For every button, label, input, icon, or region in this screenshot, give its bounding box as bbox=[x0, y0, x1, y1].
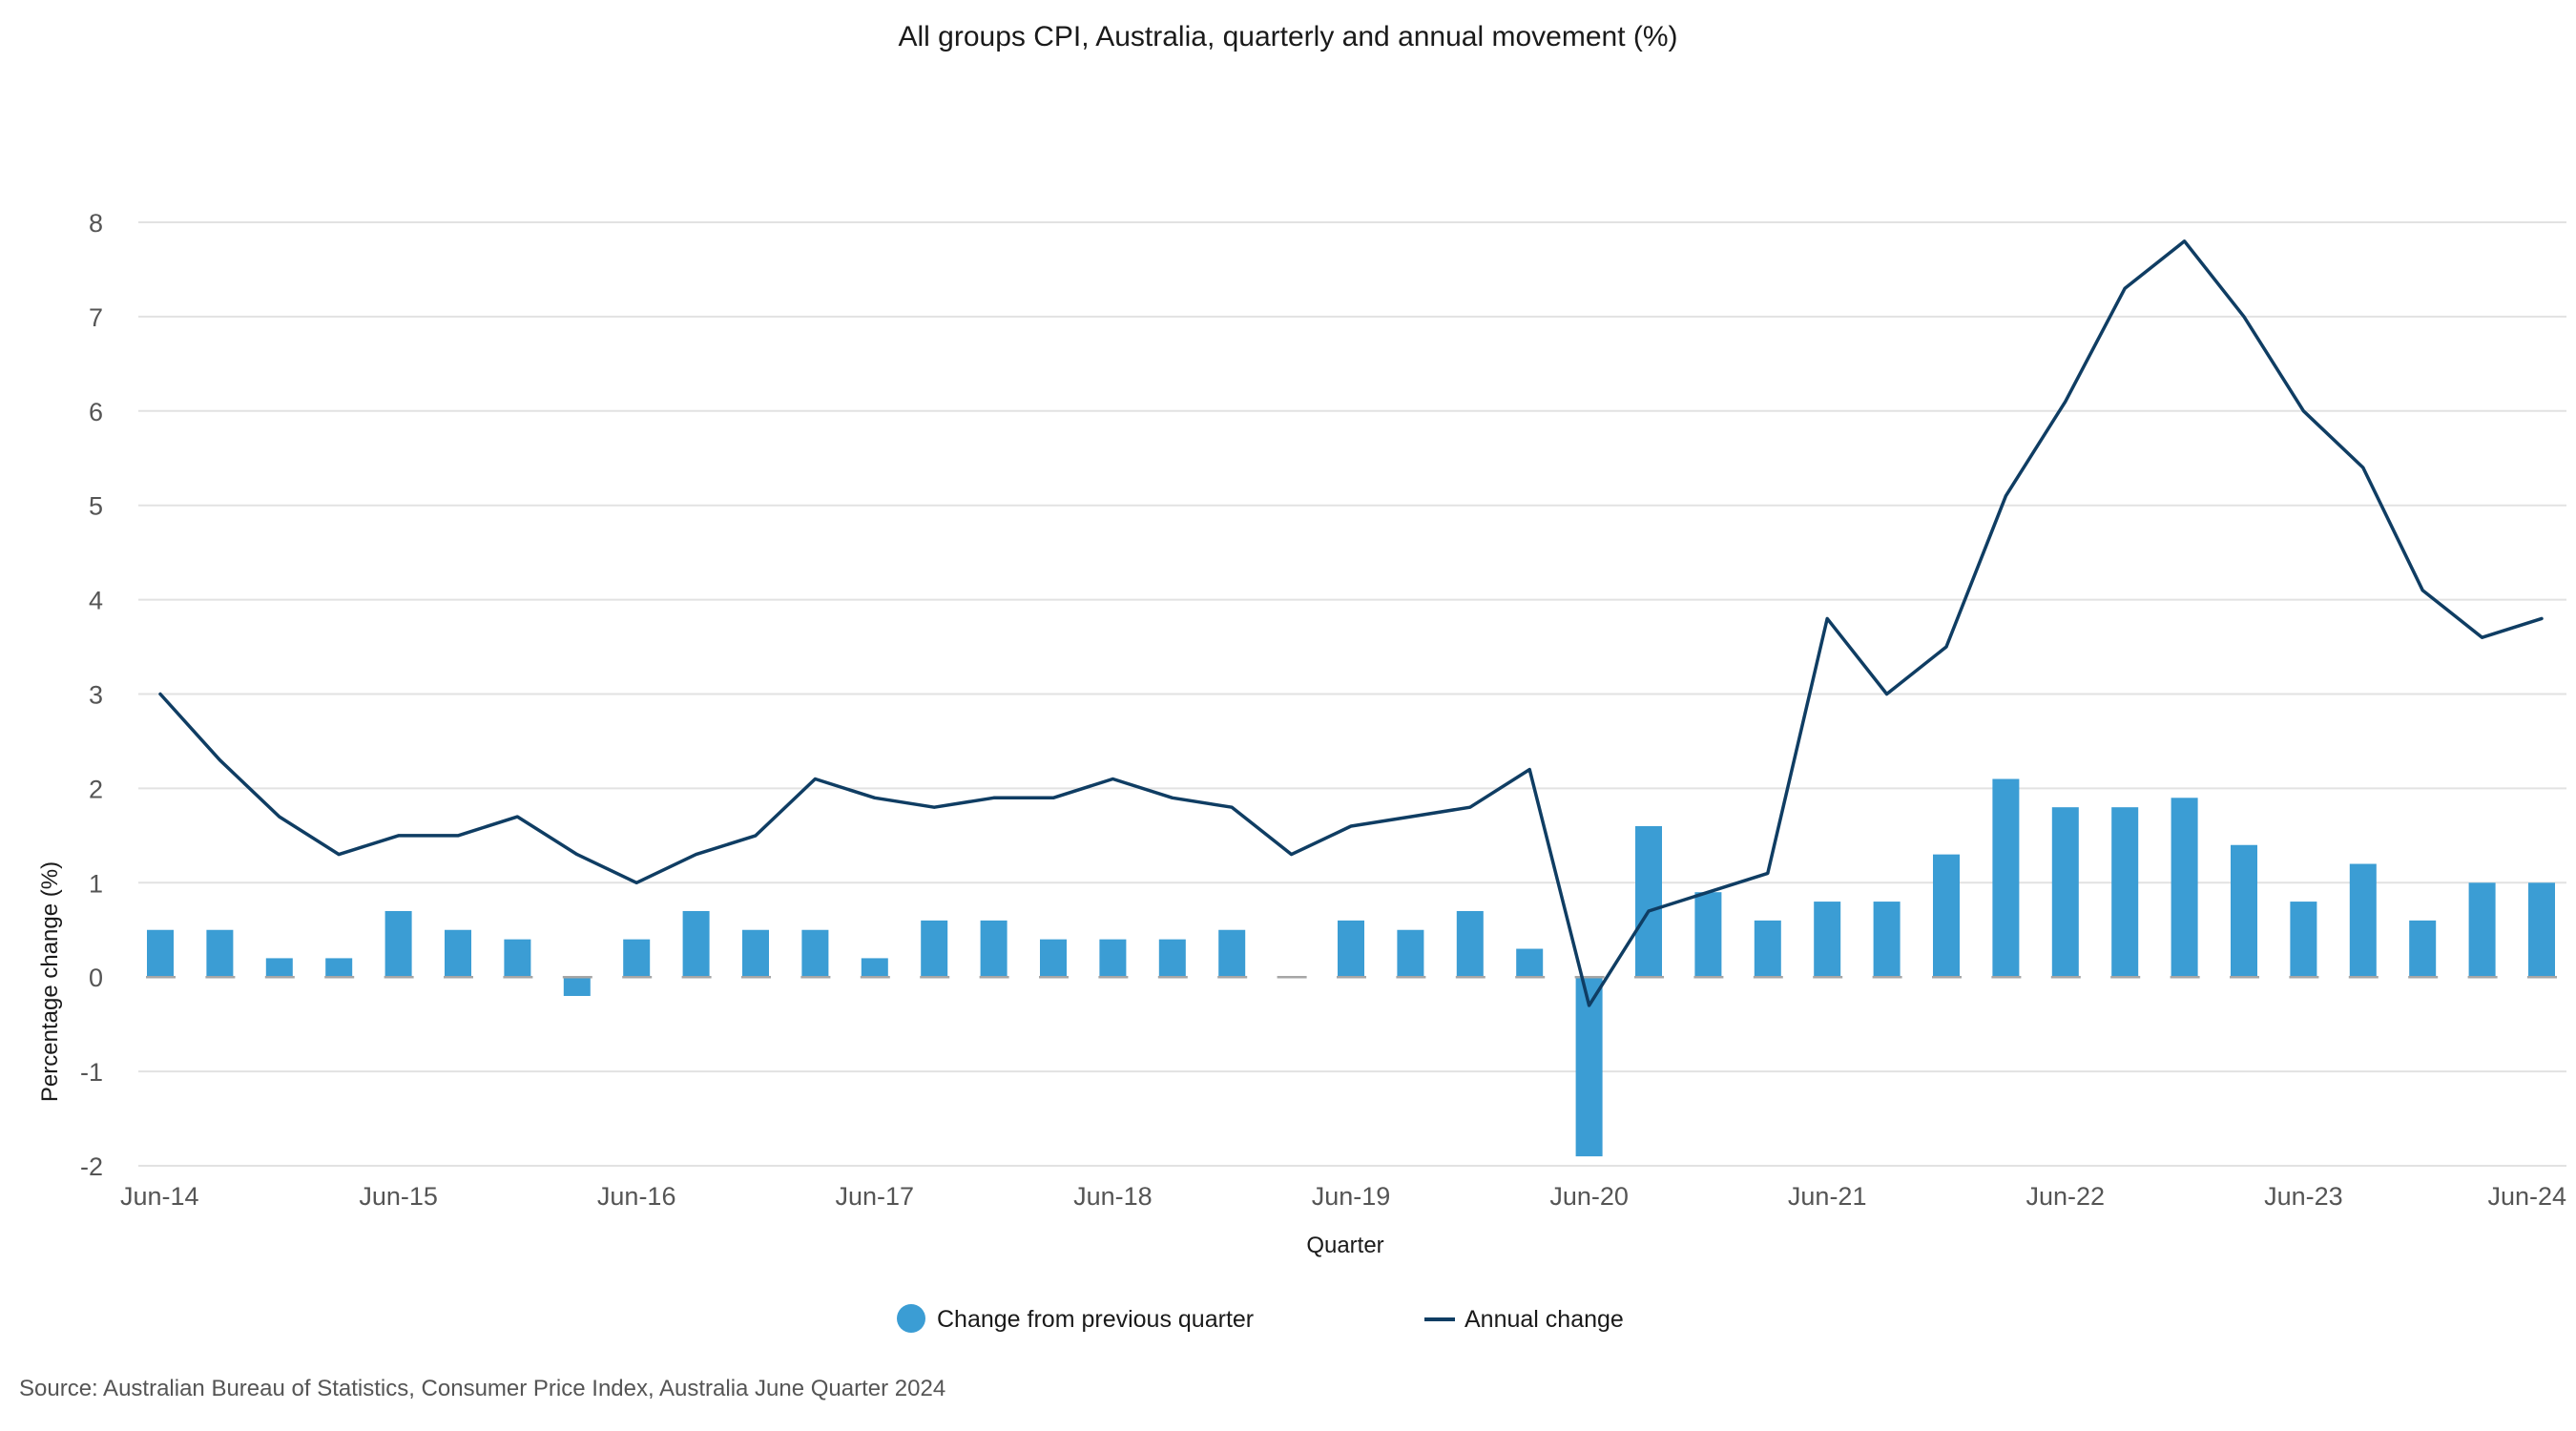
legend-line-label: Annual change bbox=[1465, 1306, 1624, 1333]
x-axis-title: Quarter bbox=[1306, 1233, 1383, 1258]
x-tick-label: Jun-24 bbox=[2487, 1182, 2566, 1211]
x-tick-label: Jun-19 bbox=[1312, 1182, 1391, 1211]
bar bbox=[1158, 939, 1186, 978]
bar bbox=[2468, 882, 2496, 978]
x-tick-label: Jun-21 bbox=[1788, 1182, 1867, 1211]
bar bbox=[1873, 902, 1901, 978]
bar bbox=[921, 920, 948, 978]
bar bbox=[1992, 778, 2020, 978]
gridlines bbox=[138, 221, 2566, 1167]
x-tick-label: Jun-20 bbox=[1549, 1182, 1629, 1211]
bar bbox=[801, 929, 829, 978]
line-annual-change bbox=[158, 239, 2544, 1007]
bar bbox=[2290, 902, 2317, 978]
y-tick-label: 4 bbox=[89, 587, 103, 615]
y-tick-label: 5 bbox=[89, 492, 103, 521]
bar bbox=[2111, 807, 2139, 978]
bar bbox=[1814, 902, 1841, 978]
bar bbox=[445, 929, 471, 978]
x-tick-label: Jun-15 bbox=[359, 1182, 438, 1211]
x-tick-label: Jun-17 bbox=[836, 1182, 915, 1211]
bar bbox=[1218, 929, 1246, 978]
y-tick-label: 6 bbox=[89, 398, 103, 426]
chart-title: All groups CPI, Australia, quarterly and… bbox=[898, 21, 1677, 52]
source-note: Source: Australian Bureau of Statistics,… bbox=[19, 1376, 945, 1401]
annual-change-line bbox=[158, 239, 2544, 1007]
bar bbox=[742, 929, 769, 978]
x-axis-ticks: Jun-14 Jun-15 Jun-16 Jun-17 Jun-18 Jun-19 Jun-… bbox=[120, 1182, 2566, 1211]
bar bbox=[1040, 939, 1067, 978]
y-tick-label: 2 bbox=[89, 775, 103, 803]
bar bbox=[1694, 892, 1722, 978]
y-tick-label: -2 bbox=[80, 1152, 103, 1181]
bar bbox=[1397, 929, 1424, 978]
y-tick-label: 7 bbox=[89, 303, 103, 332]
bar bbox=[1456, 910, 1484, 978]
bar bbox=[861, 958, 888, 978]
x-tick-label: Jun-14 bbox=[120, 1182, 199, 1211]
bar bbox=[1338, 920, 1364, 978]
bar bbox=[1754, 920, 1781, 978]
x-tick-label: Jun-16 bbox=[597, 1182, 676, 1211]
bar bbox=[2409, 920, 2437, 978]
bar bbox=[1635, 825, 1662, 978]
bar bbox=[265, 958, 293, 978]
bar bbox=[504, 939, 531, 978]
bar bbox=[682, 910, 710, 978]
bar bbox=[2171, 798, 2198, 978]
bar bbox=[2528, 882, 2555, 978]
bar bbox=[623, 939, 651, 978]
x-tick-label: Jun-22 bbox=[2026, 1182, 2106, 1211]
x-tick-label: Jun-18 bbox=[1073, 1182, 1153, 1211]
y-axis-ticks: 8 7 6 5 4 3 2 1 0 -1 -2 bbox=[80, 209, 103, 1181]
bar bbox=[147, 929, 174, 978]
bar bbox=[2231, 844, 2257, 978]
y-tick-label: 3 bbox=[89, 681, 103, 710]
y-tick-label: 8 bbox=[89, 209, 103, 238]
bar bbox=[384, 910, 412, 978]
y-tick-label: 1 bbox=[89, 869, 103, 898]
legend: Change from previous quarter Annual chan… bbox=[897, 1304, 1624, 1333]
bar bbox=[1516, 948, 1544, 978]
bar bbox=[206, 929, 234, 978]
y-axis-title: Percentage change (%) bbox=[37, 861, 63, 1102]
x-tick-label: Jun-23 bbox=[2264, 1182, 2343, 1211]
bars-quarterly-change bbox=[147, 778, 2555, 1157]
bar bbox=[563, 977, 591, 996]
bar bbox=[980, 920, 1008, 978]
bar bbox=[2349, 863, 2377, 978]
bar bbox=[2051, 807, 2079, 978]
bar bbox=[1933, 854, 1960, 978]
y-tick-label: -1 bbox=[80, 1058, 103, 1087]
y-tick-label: 0 bbox=[89, 964, 103, 992]
legend-bar-label: Change from previous quarter bbox=[937, 1306, 1254, 1333]
bar bbox=[1099, 939, 1127, 978]
legend-bar-swatch bbox=[897, 1304, 925, 1333]
bar bbox=[325, 958, 353, 978]
